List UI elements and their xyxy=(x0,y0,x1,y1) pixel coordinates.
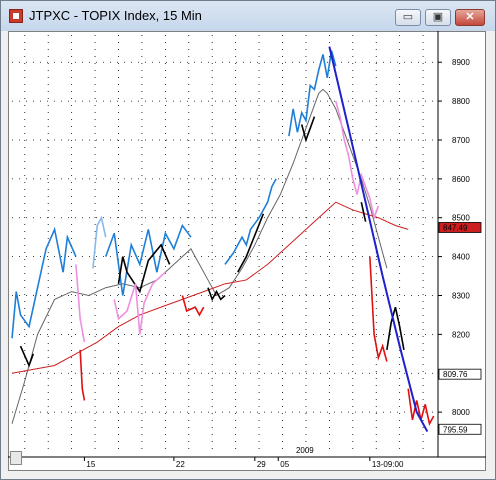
price-series-line xyxy=(117,243,171,294)
x-tick-label: 22 xyxy=(176,460,185,469)
price-series-line xyxy=(113,271,166,335)
price-series-line xyxy=(334,100,380,221)
y-tick-label: 8400 xyxy=(452,253,470,262)
price-series-line xyxy=(300,116,316,143)
minimize-button[interactable]: ▭ xyxy=(395,9,421,26)
price-tag xyxy=(438,423,482,435)
price-series-line xyxy=(92,215,107,269)
price-tag-label: 809.76 xyxy=(443,370,468,379)
price-tag-label: 795.59 xyxy=(443,425,468,434)
trendline xyxy=(328,46,429,433)
app-icon xyxy=(9,9,23,23)
x-tick-label: 05 xyxy=(280,460,289,469)
y-tick-label: 8700 xyxy=(452,136,470,145)
price-series-line xyxy=(11,226,77,339)
price-series-line xyxy=(288,50,337,137)
close-button[interactable]: ✕ xyxy=(455,9,485,26)
price-series-line xyxy=(369,256,388,362)
horizontal-scrollbar-thumb[interactable] xyxy=(10,451,22,465)
year-label: 2009 xyxy=(296,446,314,455)
price-series-line xyxy=(181,295,205,317)
price-chart[interactable]: 8000810082008300840085008600870088008900… xyxy=(8,31,486,471)
chart-area[interactable] xyxy=(8,31,486,471)
y-tick-label: 8800 xyxy=(452,97,470,106)
x-tick-label: 13-09:00 xyxy=(372,460,404,469)
price-series-line xyxy=(386,306,405,351)
price-series-line xyxy=(19,345,35,368)
maximize-button[interactable]: ▣ xyxy=(425,9,451,26)
x-tick-label: 29 xyxy=(257,460,266,469)
price-series-line xyxy=(360,202,367,222)
price-series-line xyxy=(207,287,226,302)
window-title: JTPXC - TOPIX Index, 15 Min xyxy=(29,8,202,23)
y-tick-label: 8900 xyxy=(452,58,470,67)
title-bar[interactable]: JTPXC - TOPIX Index, 15 Min ▭ ▣ ✕ xyxy=(1,1,495,31)
y-tick-label: 8000 xyxy=(452,408,470,417)
price-tag xyxy=(438,368,482,380)
price-tag xyxy=(438,222,482,233)
price-series-line xyxy=(224,178,277,265)
moving-average-line xyxy=(11,201,409,374)
price-tag-label: 847.49 xyxy=(443,223,468,232)
y-tick-label: 8200 xyxy=(452,330,470,339)
y-tick-label: 8600 xyxy=(452,175,470,184)
price-series-line xyxy=(237,213,265,273)
y-tick-label: 8500 xyxy=(452,214,470,223)
price-series-line xyxy=(79,349,86,401)
y-tick-label: 8300 xyxy=(452,291,470,300)
price-series-line xyxy=(75,264,86,343)
x-tick-label: 15 xyxy=(86,460,95,469)
